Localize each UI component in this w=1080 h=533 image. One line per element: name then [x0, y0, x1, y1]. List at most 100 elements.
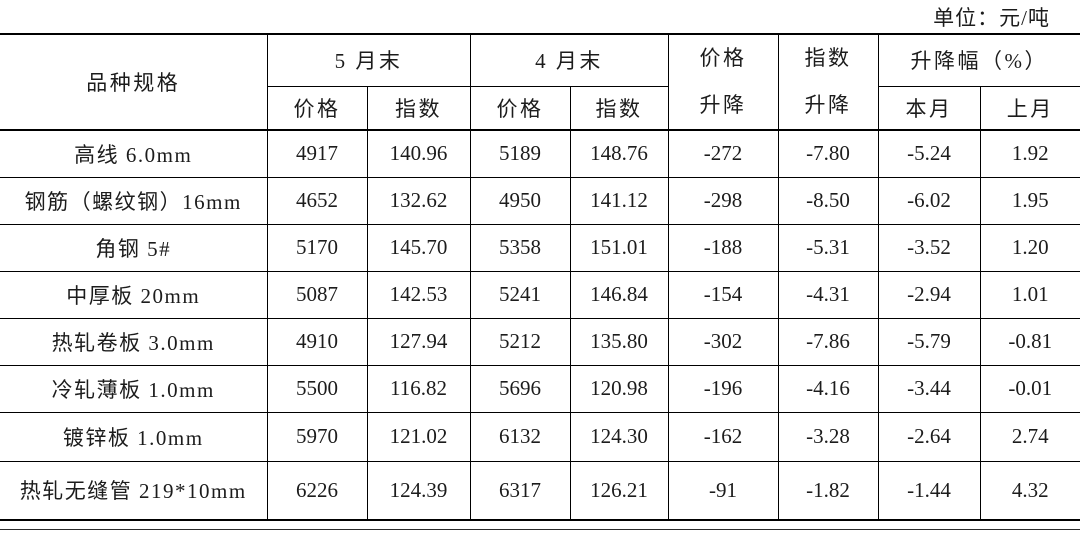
header-index-change-line1: 指数 [804, 46, 852, 70]
header-price-change: 价格 升降 [667, 33, 779, 131]
value-cell: -2.64 [877, 411, 981, 462]
header-price-change-line1: 价格 [699, 46, 747, 70]
value-cell: 132.62 [366, 176, 471, 225]
table-row: 冷轧薄板 1.0mm 5500 116.82 5696 120.98 -196 … [0, 364, 1080, 413]
spec-cell: 热轧卷板 3.0mm [0, 317, 268, 366]
value-cell: 121.02 [366, 411, 471, 462]
value-cell: 135.80 [569, 317, 669, 366]
header-row-1: 品种规格 5 月末 4 月末 价格 升降 指数 升降 升降幅（%） [0, 33, 1080, 131]
value-cell: 4917 [266, 129, 368, 178]
value-cell: 5970 [266, 411, 368, 462]
header-may-price: 价格 [267, 85, 368, 131]
value-cell: 1.20 [979, 223, 1080, 272]
value-cell: 124.39 [366, 460, 471, 521]
value-cell: -1.82 [777, 460, 879, 521]
table-row: 镀锌板 1.0mm 5970 121.02 6132 124.30 -162 -… [0, 411, 1080, 462]
spec-cell: 热轧无缝管 219*10mm [0, 460, 268, 521]
value-cell: 4.32 [979, 460, 1080, 521]
value-cell: 5500 [266, 364, 368, 413]
value-cell: 5696 [469, 364, 571, 413]
value-cell: -8.50 [777, 176, 879, 225]
value-cell: 120.98 [569, 364, 669, 413]
value-cell: 127.94 [366, 317, 471, 366]
spec-cell: 中厚板 20mm [0, 270, 268, 319]
value-cell: 6226 [266, 460, 368, 521]
value-cell: 146.84 [569, 270, 669, 319]
value-cell: -3.44 [877, 364, 981, 413]
value-cell: 6317 [469, 460, 571, 521]
value-cell: 5358 [469, 223, 571, 272]
header-change-pct: 升降幅（%） [877, 33, 1080, 87]
header-april: 4 月末 [469, 33, 669, 87]
table-row: 钢筋（螺纹钢）16mm 4652 132.62 4950 141.12 -298… [0, 176, 1080, 225]
value-cell: 2.74 [979, 411, 1080, 462]
spec-cell: 钢筋（螺纹钢）16mm [0, 176, 268, 225]
value-cell: 4652 [266, 176, 368, 225]
value-cell: 126.21 [569, 460, 669, 521]
value-cell: -7.80 [777, 129, 879, 178]
value-cell: 141.12 [569, 176, 669, 225]
value-cell: 5170 [266, 223, 368, 272]
table-row: 热轧卷板 3.0mm 4910 127.94 5212 135.80 -302 … [0, 317, 1080, 366]
value-cell: -5.79 [877, 317, 981, 366]
unit-label: 单位：元/吨 [933, 5, 1050, 30]
value-cell: -5.31 [777, 223, 879, 272]
steel-price-table: 品种规格 5 月末 4 月末 价格 升降 指数 升降 升降幅（%） 价格 指数 … [0, 33, 1080, 521]
value-cell: 1.95 [979, 176, 1080, 225]
value-cell: -3.52 [877, 223, 981, 272]
value-cell: 151.01 [569, 223, 669, 272]
value-cell: -162 [667, 411, 779, 462]
value-cell: 140.96 [366, 129, 471, 178]
value-cell: -4.16 [777, 364, 879, 413]
value-cell: 6132 [469, 411, 571, 462]
value-cell: -154 [667, 270, 779, 319]
value-cell: -7.86 [777, 317, 879, 366]
spec-cell: 冷轧薄板 1.0mm [0, 364, 268, 413]
spec-cell: 角钢 5# [0, 223, 268, 272]
value-cell: -188 [667, 223, 779, 272]
header-index-change: 指数 升降 [777, 33, 879, 131]
value-cell: 116.82 [366, 364, 471, 413]
value-cell: 142.53 [366, 270, 471, 319]
value-cell: 4910 [266, 317, 368, 366]
value-cell: 5189 [469, 129, 571, 178]
spec-cell: 镀锌板 1.0mm [0, 411, 268, 462]
header-row-2: 价格 指数 价格 指数 本月 上月 [0, 85, 1080, 131]
header-index-change-line2: 升降 [804, 93, 852, 117]
value-cell: 5087 [266, 270, 368, 319]
value-cell: 148.76 [569, 129, 669, 178]
value-cell: -272 [667, 129, 779, 178]
value-cell: 4950 [469, 176, 571, 225]
value-cell: -302 [667, 317, 779, 366]
header-price-change-line2: 升降 [699, 93, 747, 117]
header-spec: 品种规格 [0, 33, 268, 131]
value-cell: -4.31 [777, 270, 879, 319]
value-cell: 1.92 [979, 129, 1080, 178]
value-cell: -2.94 [877, 270, 981, 319]
value-cell: -5.24 [877, 129, 981, 178]
value-cell: 1.01 [979, 270, 1080, 319]
header-this-month: 本月 [877, 85, 981, 131]
header-april-index: 指数 [569, 85, 669, 131]
header-may: 5 月末 [266, 33, 471, 87]
table-row: 角钢 5# 5170 145.70 5358 151.01 -188 -5.31… [0, 223, 1080, 272]
value-cell: -298 [667, 176, 779, 225]
header-last-month: 上月 [979, 85, 1080, 131]
value-cell: 5212 [469, 317, 571, 366]
value-cell: 145.70 [366, 223, 471, 272]
header-may-index: 指数 [366, 85, 471, 131]
value-cell: -3.28 [777, 411, 879, 462]
table-row: 高线 6.0mm 4917 140.96 5189 148.76 -272 -7… [0, 129, 1080, 178]
table-row: 中厚板 20mm 5087 142.53 5241 146.84 -154 -4… [0, 270, 1080, 319]
value-cell: -91 [667, 460, 779, 521]
header-april-price: 价格 [469, 85, 571, 131]
value-cell: -1.44 [877, 460, 981, 521]
value-cell: 124.30 [569, 411, 669, 462]
spec-cell: 高线 6.0mm [0, 129, 268, 178]
value-cell: -6.02 [877, 176, 981, 225]
value-cell: -196 [667, 364, 779, 413]
bottom-rule [0, 529, 1080, 530]
value-cell: 5241 [469, 270, 571, 319]
table-row: 热轧无缝管 219*10mm 6226 124.39 6317 126.21 -… [0, 460, 1080, 521]
